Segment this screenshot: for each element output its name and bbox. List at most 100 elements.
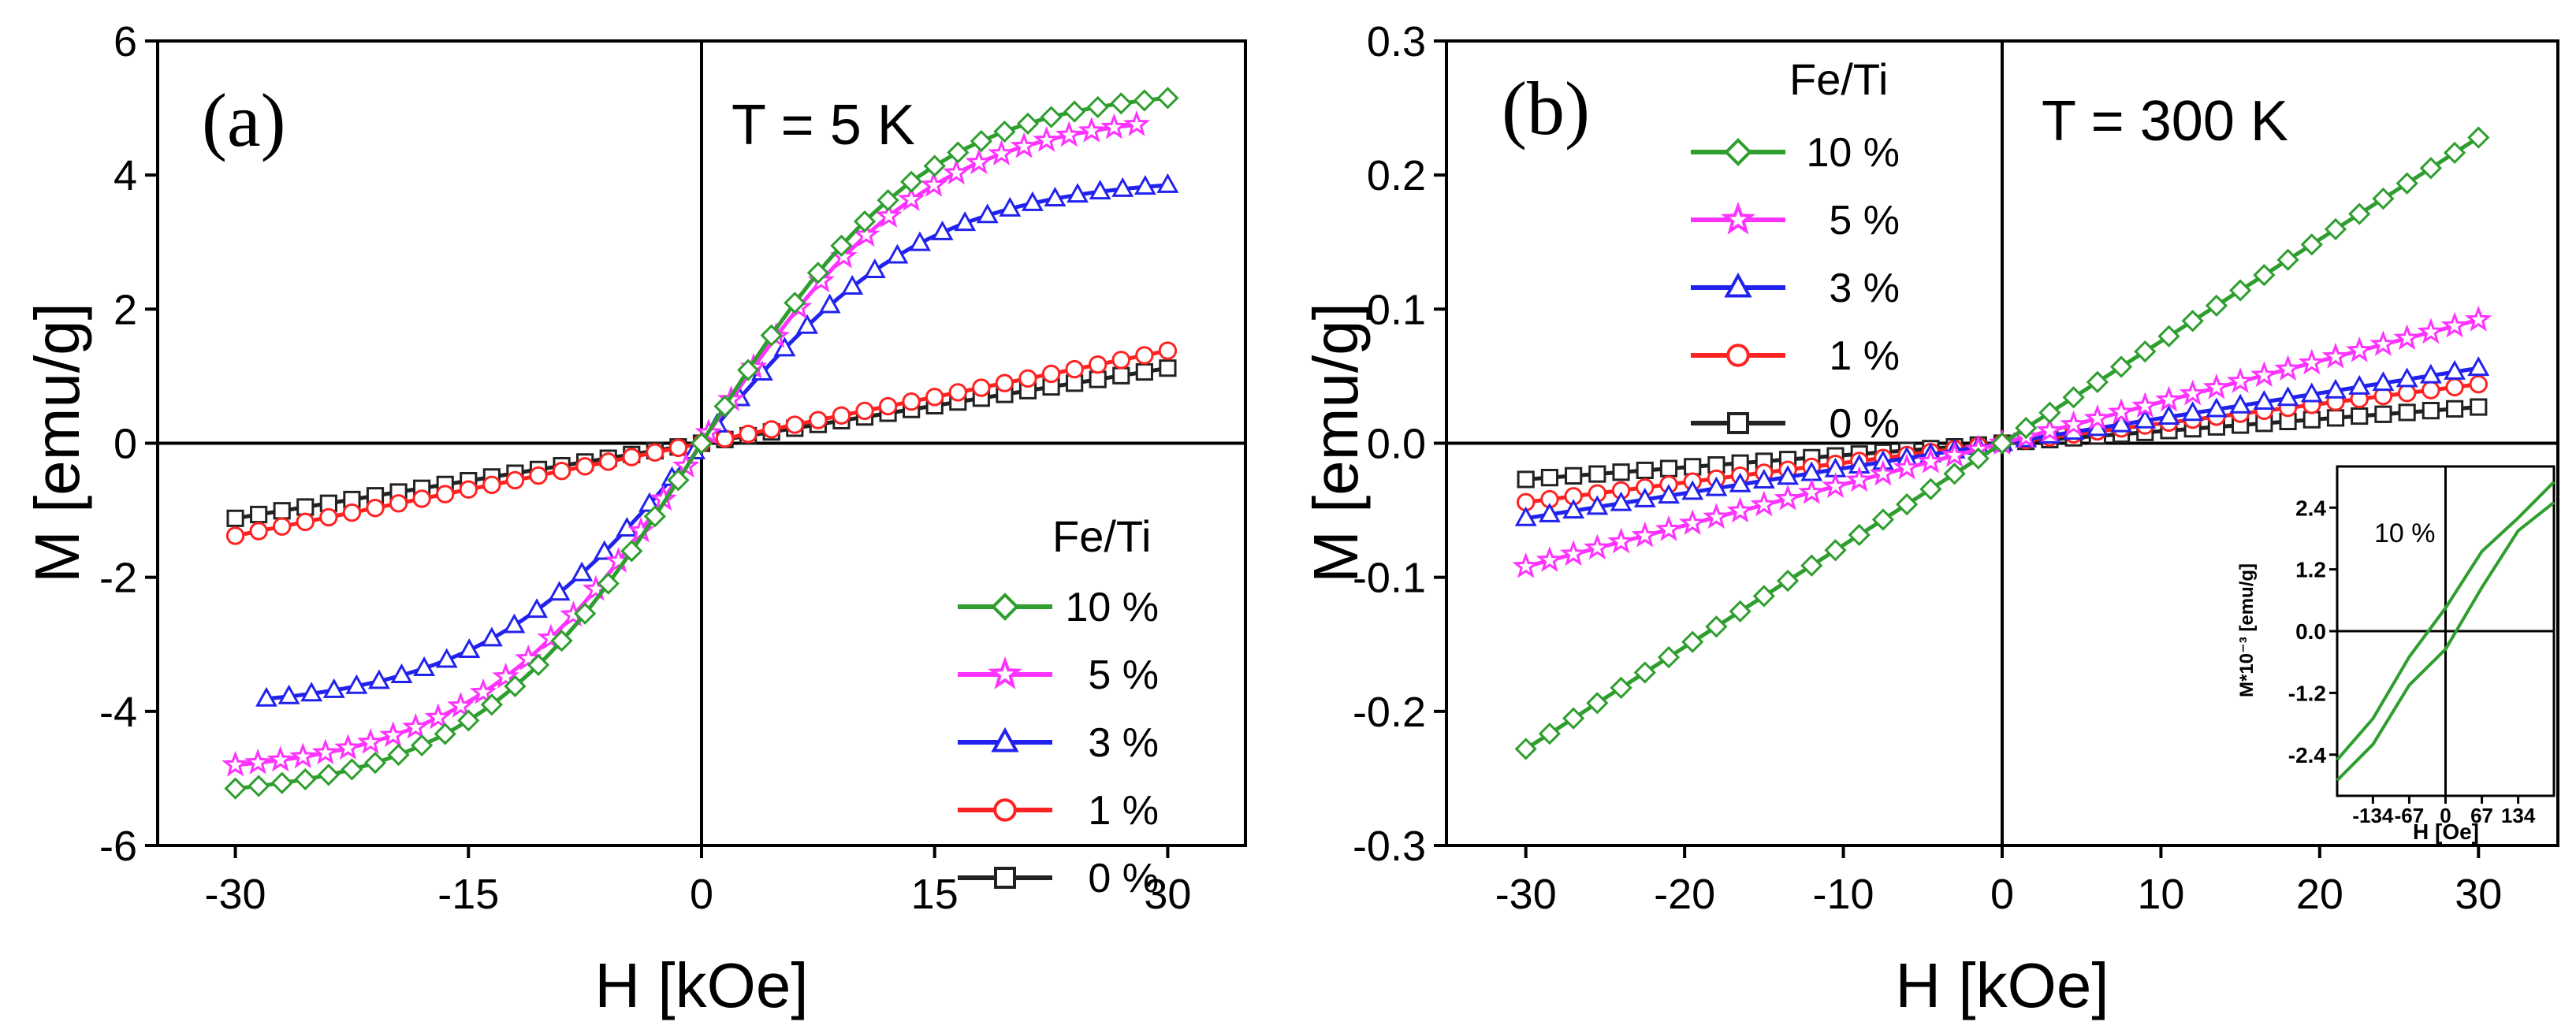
data-point: [909, 231, 931, 251]
data-point: [2060, 410, 2087, 437]
data-point: [1655, 515, 1683, 541]
inset-x-tick-label: 0: [2440, 804, 2451, 827]
data-point: [2443, 141, 2466, 165]
data-point: [2253, 263, 2276, 287]
data-point: [2397, 384, 2417, 403]
legend-item: 3 %: [958, 720, 1159, 766]
data-point: [855, 401, 874, 421]
data-point: [224, 777, 247, 800]
data-point: [1016, 112, 1040, 136]
data-point: [1158, 341, 1178, 360]
data-point: [1135, 346, 1154, 365]
legend-item: 10 %: [1691, 130, 1900, 176]
data-point: [2398, 403, 2416, 422]
data-point: [552, 462, 571, 481]
y-tick-label: -0.2: [1353, 689, 1426, 736]
data-point: [2062, 386, 2085, 409]
data-point: [773, 336, 796, 357]
data-point: [1631, 521, 1659, 548]
data-point: [2086, 370, 2109, 394]
data-point: [2229, 279, 2252, 302]
legend-item: 3 %: [1691, 266, 1900, 311]
data-point: [1893, 453, 1921, 480]
data-point: [469, 678, 497, 704]
data-point: [1018, 369, 1037, 388]
data-point: [273, 517, 292, 536]
data-point: [970, 129, 992, 153]
data-point: [796, 314, 819, 334]
data-point: [1110, 92, 1133, 115]
data-point: [1990, 432, 2014, 455]
data-point: [900, 170, 923, 193]
data-point: [248, 775, 270, 797]
x-tick-label: 20: [2296, 871, 2343, 918]
data-point: [1633, 487, 1656, 507]
legend-marker: [988, 656, 1022, 689]
inset-x-tick-label: -134: [2352, 804, 2394, 827]
data-point: [2155, 385, 2183, 412]
panel-b: -30 -20 -10 0 10 20 30 -0.3 -0.2 -0.1 0.0 0.1 0.2 0.3…: [1301, 18, 2559, 1020]
data-point: [1100, 113, 1128, 139]
data-point: [367, 669, 390, 689]
data-point: [1729, 600, 1751, 623]
data-point: [356, 728, 385, 754]
data-point: [597, 572, 620, 595]
data-point: [1089, 180, 1111, 200]
data-point: [1540, 469, 1559, 487]
data-point: [999, 196, 1022, 217]
data-point: [2444, 359, 2466, 380]
data-point: [1941, 441, 1968, 467]
data-point: [1134, 175, 1156, 195]
data-point: [1681, 630, 1704, 653]
data-point: [1896, 492, 1919, 516]
data-point: [345, 674, 368, 694]
inset-x-tick-label: 134: [2501, 804, 2536, 827]
legend-item: 1 %: [958, 788, 1159, 834]
data-point: [480, 626, 503, 647]
data-point: [1135, 362, 1153, 381]
inset-x-tick-label: -67: [2395, 804, 2425, 827]
data-point: [2205, 294, 2228, 318]
legend-label: 10 %: [1806, 130, 1900, 176]
data-point: [2253, 390, 2276, 410]
data-point: [2470, 398, 2488, 416]
data-point: [1067, 183, 1089, 203]
data-point: [1512, 552, 1539, 578]
data-point: [311, 738, 340, 765]
data-point: [317, 764, 340, 786]
data-point: [435, 648, 458, 668]
data-point: [2181, 401, 2204, 422]
data-point: [2302, 411, 2321, 429]
data-point: [897, 185, 925, 211]
data-point: [972, 378, 991, 397]
data-point: [902, 392, 921, 411]
x-tick-label: -15: [437, 871, 499, 918]
series-3-percent: [255, 173, 1179, 707]
legend-label: 3 %: [1088, 720, 1159, 766]
data-point: [413, 656, 436, 677]
x-tick-label: 10: [2137, 871, 2184, 918]
data-point: [1681, 480, 1704, 500]
data-point: [1610, 676, 1632, 700]
inset-chart: -134 -67 0 67 134 2.4 1.2 0.0 -1.2 -2.4 10 % H [O…: [2236, 465, 2556, 844]
data-point: [2372, 187, 2395, 210]
data-point: [1633, 661, 1656, 684]
data-point: [643, 505, 666, 528]
data-point: [273, 502, 291, 520]
data-point: [390, 663, 413, 683]
data-point: [424, 703, 452, 730]
data-point: [1586, 495, 1609, 515]
data-point: [548, 581, 571, 601]
inset-series: [2336, 481, 2556, 782]
data-point: [492, 662, 519, 689]
data-point: [1078, 117, 1106, 143]
data-point: [1750, 490, 1778, 517]
data-point: [571, 561, 594, 582]
data-point: [2467, 126, 2490, 149]
data-point: [1707, 455, 1725, 474]
data-point: [2157, 405, 2180, 425]
data-point: [482, 475, 501, 495]
data-point: [2346, 336, 2373, 362]
data-point: [574, 602, 597, 625]
